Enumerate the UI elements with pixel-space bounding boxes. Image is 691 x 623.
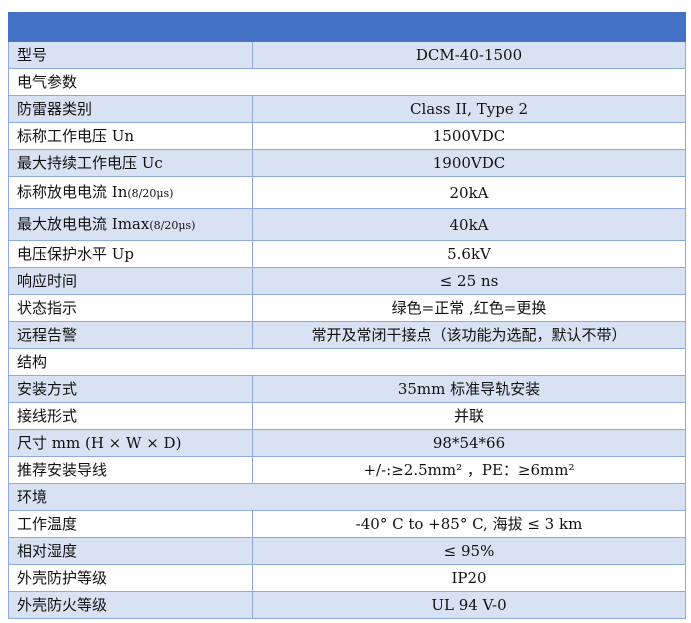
row-value: ≤ 95% (252, 537, 686, 565)
row-label: 状态指示 (17, 299, 78, 317)
row-label-suffix: (8/20μs) (149, 218, 196, 232)
row-label: 尺寸 mm (H × W × D) (17, 434, 182, 452)
header-cell (8, 12, 686, 42)
row-label-cell: 外壳防火等级 (8, 591, 253, 619)
row-label-cell: 远程告警 (8, 321, 253, 349)
row-value: 20kA (252, 176, 686, 209)
row-label: 远程告警 (17, 326, 78, 344)
row-label: 接线形式 (17, 407, 78, 425)
table-row: 电压保护水平 Up 5.6kV (8, 240, 686, 268)
table-row: 安装方式 35mm 标准导轨安装 (8, 375, 686, 403)
table-row: 接线形式 并联 (8, 402, 686, 430)
section-title: 结构 (8, 348, 686, 376)
row-label-cell: 相对湿度 (8, 537, 253, 565)
row-label-cell: 最大持续工作电压 Uc (8, 149, 253, 177)
table-row: 外壳防护等级 IP20 (8, 564, 686, 592)
row-label: 标称工作电压 Un (17, 127, 135, 145)
table-row: 标称放电电流 In(8/20μs) 20kA (8, 176, 686, 209)
table-row: 状态指示 绿色=正常 ,红色=更换 (8, 294, 686, 322)
row-value: -40° C to +85° C, 海拔 ≤ 3 km (252, 510, 686, 538)
row-label: 推荐安装导线 (17, 461, 108, 479)
table-row: 最大持续工作电压 Uc 1900VDC (8, 149, 686, 177)
table-row: 推荐安装导线 +/-:≥2.5mm² ，PE：≥6mm² (8, 456, 686, 484)
row-value: +/-:≥2.5mm² ，PE：≥6mm² (252, 456, 686, 484)
table-row: 防雷器类别 Class II, Type 2 (8, 95, 686, 123)
row-label-cell: 型号 (8, 41, 253, 69)
row-value: 常开及常闭干接点（该功能为选配，默认不带） (252, 321, 686, 349)
row-label: 外壳防火等级 (17, 596, 108, 614)
row-label-cell: 接线形式 (8, 402, 253, 430)
row-value: 98*54*66 (252, 429, 686, 457)
row-label: 相对湿度 (17, 542, 78, 560)
row-label: 标称放电电流 In (17, 182, 128, 201)
row-value: UL 94 V-0 (252, 591, 686, 619)
row-value: 并联 (252, 402, 686, 430)
row-label: 安装方式 (17, 380, 78, 398)
table-row: 标称工作电压 Un 1500VDC (8, 122, 686, 150)
row-label: 最大持续工作电压 Uc (17, 154, 163, 172)
row-value: ≤ 25 ns (252, 267, 686, 295)
row-label-cell: 外壳防护等级 (8, 564, 253, 592)
row-label: 响应时间 (17, 272, 78, 290)
section-row: 结构 (8, 348, 686, 376)
table-row: 相对湿度 ≤ 95% (8, 537, 686, 565)
row-value: IP20 (252, 564, 686, 592)
row-value: 1500VDC (252, 122, 686, 150)
row-value: 40kA (252, 208, 686, 241)
row-value: DCM-40-1500 (252, 41, 686, 69)
section-row: 电气参数 (8, 68, 686, 96)
section-row: 环境 (8, 483, 686, 511)
section-title: 环境 (8, 483, 686, 511)
row-label-cell: 推荐安装导线 (8, 456, 253, 484)
row-label: 外壳防护等级 (17, 569, 108, 587)
row-label-cell: 最大放电电流 Imax(8/20μs) (8, 208, 253, 241)
row-label-cell: 标称放电电流 In(8/20μs) (8, 176, 253, 209)
row-label: 最大放电电流 Imax (17, 214, 150, 233)
row-label-cell: 状态指示 (8, 294, 253, 322)
table-header (8, 12, 686, 42)
row-value: 1900VDC (252, 149, 686, 177)
table-row: 型号 DCM-40-1500 (8, 41, 686, 69)
row-label-cell: 电压保护水平 Up (8, 240, 253, 268)
table-row: 尺寸 mm (H × W × D) 98*54*66 (8, 429, 686, 457)
table-row: 远程告警 常开及常闭干接点（该功能为选配，默认不带） (8, 321, 686, 349)
row-label: 防雷器类别 (17, 100, 93, 118)
section-title: 电气参数 (8, 68, 686, 96)
row-label-cell: 尺寸 mm (H × W × D) (8, 429, 253, 457)
row-value: Class II, Type 2 (252, 95, 686, 123)
row-value: 绿色=正常 ,红色=更换 (252, 294, 686, 322)
row-label-cell: 标称工作电压 Un (8, 122, 253, 150)
table-row: 工作温度 -40° C to +85° C, 海拔 ≤ 3 km (8, 510, 686, 538)
table-row: 外壳防火等级 UL 94 V-0 (8, 591, 686, 619)
row-value: 5.6kV (252, 240, 686, 268)
table-row: 最大放电电流 Imax(8/20μs) 40kA (8, 208, 686, 241)
row-label-cell: 安装方式 (8, 375, 253, 403)
row-label-cell: 防雷器类别 (8, 95, 253, 123)
row-label: 工作温度 (17, 515, 78, 533)
row-label-suffix: (8/20μs) (127, 186, 174, 200)
row-label: 型号 (17, 46, 48, 64)
row-label-cell: 工作温度 (8, 510, 253, 538)
row-value: 35mm 标准导轨安装 (252, 375, 686, 403)
spec-table: 型号 DCM-40-1500 电气参数 防雷器类别 Class II, Type 2 标称… (8, 12, 686, 619)
row-label: 电压保护水平 Up (17, 245, 135, 263)
table-row: 响应时间 ≤ 25 ns (8, 267, 686, 295)
row-label-cell: 响应时间 (8, 267, 253, 295)
